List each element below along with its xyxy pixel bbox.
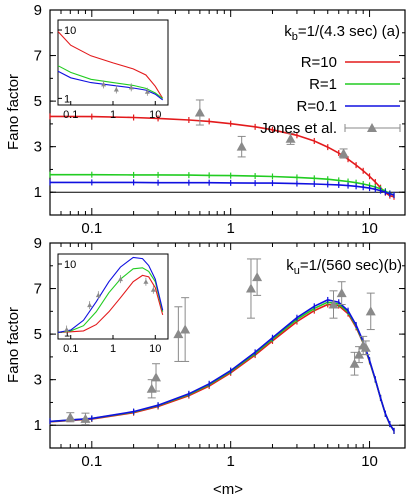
data-point-jones	[151, 372, 162, 382]
inset-line-blue	[57, 70, 164, 101]
inset-x-tick-label: 0.1	[63, 109, 78, 121]
y-tick-label: 5	[34, 93, 42, 110]
data-point-jones	[65, 412, 76, 422]
series-line-green	[50, 173, 395, 196]
data-point-jones	[236, 141, 247, 151]
annotation-b: ku=1/(560 sec)(b)	[286, 257, 402, 277]
y-tick-label: 3	[34, 372, 42, 389]
data-point-jones	[180, 324, 191, 334]
y-tick-label: 7	[34, 48, 42, 65]
inset-data-point	[143, 279, 149, 284]
inset-x-tick-label: 0.1	[63, 343, 78, 355]
x-tick-label: 1	[227, 220, 235, 237]
series-line-blue	[49, 299, 395, 432]
inset-data-point	[101, 81, 107, 87]
x-tick-label: 0.1	[81, 220, 102, 237]
data-point-jones	[360, 342, 371, 352]
data-point-jones	[252, 272, 263, 282]
plot-frame-b	[49, 242, 406, 449]
inset-a: 0.1 1 10 1 10	[57, 19, 169, 121]
annotation-a: kb=1/(4.3 sec) (a)	[284, 23, 400, 43]
inset-x-tick-label: 1	[110, 343, 116, 355]
data-point-jones	[173, 329, 184, 339]
inset-line-red	[57, 274, 164, 333]
x-tick-label: 10	[361, 220, 378, 237]
y-tick-label: 5	[34, 326, 42, 343]
inset-data-point	[95, 292, 101, 298]
inset-y-tick-label: 10	[64, 259, 76, 271]
inset-line-red	[57, 31, 164, 99]
legend-label: R=10	[301, 54, 337, 71]
x-tick-label: 1	[227, 453, 235, 470]
inset-line-green	[57, 65, 164, 99]
data-point-jones	[338, 148, 349, 158]
y-axis-label-a: Fano factor	[5, 74, 22, 150]
data-point-jones	[336, 288, 347, 298]
legend-label: Jones et al.	[260, 120, 337, 137]
series-a	[49, 99, 395, 200]
y-axis-label-b: Fano factor	[5, 307, 22, 383]
x-axis-label: <m>	[213, 481, 243, 498]
inset-data-point	[117, 276, 123, 282]
inset-data-point	[144, 89, 150, 94]
data-point-jones	[285, 133, 296, 143]
x-tick-label: 0.1	[81, 453, 102, 470]
ticks-b: 1 3 5 7 9 0.1 1 10	[34, 235, 405, 470]
legend-marker	[367, 123, 377, 132]
inset-x-tick-label: 10	[149, 343, 161, 355]
y-tick-label: 9	[34, 235, 42, 252]
legend-label: R=0.1	[297, 98, 337, 115]
data-point-jones	[328, 299, 339, 309]
inset-y-tick-label: 1	[64, 93, 70, 105]
inset-y-tick-label: 10	[64, 25, 76, 37]
inset-data-point	[87, 302, 93, 308]
y-tick-label: 7	[34, 281, 42, 298]
inset-x-tick-label: 1	[110, 109, 116, 121]
inset-x-tick-label: 10	[149, 109, 161, 121]
legend-label: R=1	[309, 76, 337, 93]
series-line-blue	[50, 181, 395, 196]
x-tick-label: 10	[361, 453, 378, 470]
y-tick-label: 1	[34, 417, 42, 434]
series-line-red	[49, 115, 395, 198]
inset-y-tick-label: 1	[64, 327, 70, 339]
data-point-jones	[354, 349, 365, 359]
data-point-jones	[365, 306, 376, 316]
inset-data-point	[128, 84, 134, 90]
data-point-jones	[80, 413, 91, 423]
inset-data-point	[150, 287, 156, 292]
legend: R=10 R=1 R=0.1 Jones et al.	[260, 54, 401, 137]
data-point-jones	[245, 283, 256, 293]
y-tick-label: 1	[34, 184, 42, 201]
plot-frame-a	[49, 9, 406, 216]
y-tick-label: 9	[34, 2, 42, 19]
panel-a: 1 3 5 7 9 0.1 1 10 Fano factor kb=1/(4.3 sec) (…	[5, 2, 406, 237]
y-tick-label: 3	[34, 139, 42, 156]
data-point-jones	[349, 358, 360, 368]
ticks-a: 1 3 5 7 9 0.1 1 10	[34, 2, 405, 237]
inset-b: 0.1 1 10 1 10	[57, 253, 169, 355]
data-point-jones	[146, 383, 157, 393]
panel-b: 1 3 5 7 9 0.1 1 10 Fano factor <m> ku=1/(560 se…	[5, 235, 406, 498]
data-point-jones	[194, 107, 205, 117]
series-b	[49, 258, 395, 434]
inset-data-point	[113, 86, 119, 92]
inset-data-point	[64, 327, 70, 332]
inset-line-blue	[57, 256, 164, 333]
